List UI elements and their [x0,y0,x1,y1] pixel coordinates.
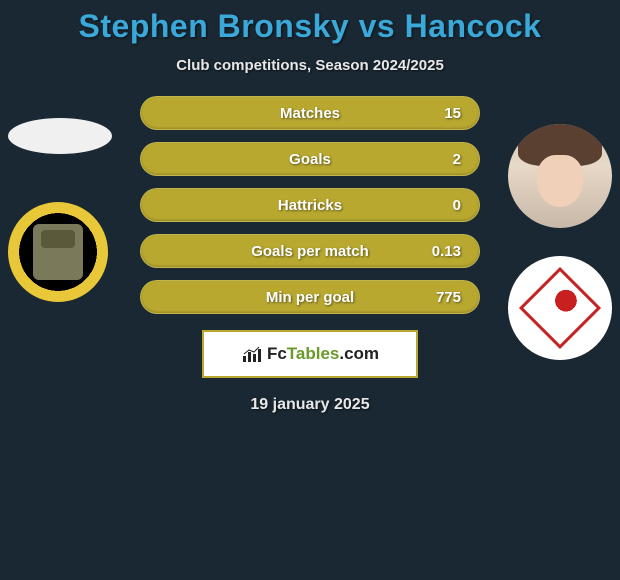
stat-label: Matches [280,105,340,122]
stat-label: Goals per match [251,243,369,260]
date-text: 19 january 2025 [0,396,620,414]
right-avatar-column [508,124,612,360]
club-badge-inner [33,224,83,280]
brand-box: FcTables.com [202,330,418,378]
stat-value-right: 775 [436,289,461,306]
stat-label: Goals [289,151,331,168]
stat-value-right: 0 [453,197,461,214]
stat-label: Min per goal [266,289,354,306]
stat-row-hattricks: Hattricks 0 [140,188,480,222]
brand-fc: Fc [267,344,287,363]
left-avatar-column [8,118,112,302]
chart-icon [241,345,263,363]
page-title: Stephen Bronsky vs Hancock [0,8,620,45]
brand-text: FcTables.com [267,344,379,364]
player2-club-badge [508,256,612,360]
player1-avatar [8,118,112,154]
stat-label: Hattricks [278,197,342,214]
avatar-face [537,155,583,207]
stat-value-right: 2 [453,151,461,168]
subtitle: Club competitions, Season 2024/2025 [0,57,620,74]
player1-club-badge [8,202,108,302]
infographic-container: Stephen Bronsky vs Hancock Club competit… [0,0,620,414]
stat-row-mpg: Min per goal 775 [140,280,480,314]
stat-row-gpm: Goals per match 0.13 [140,234,480,268]
stat-value-right: 0.13 [432,243,461,260]
stat-row-goals: Goals 2 [140,142,480,176]
stats-list: Matches 15 Goals 2 Hattricks 0 Goals per… [140,96,480,314]
club-badge-diamond [519,267,601,349]
stat-value-right: 15 [444,105,461,122]
stat-row-matches: Matches 15 [140,96,480,130]
brand-dotcom: .com [339,344,379,363]
player2-avatar [508,124,612,228]
brand-tables: Tables [287,344,340,363]
